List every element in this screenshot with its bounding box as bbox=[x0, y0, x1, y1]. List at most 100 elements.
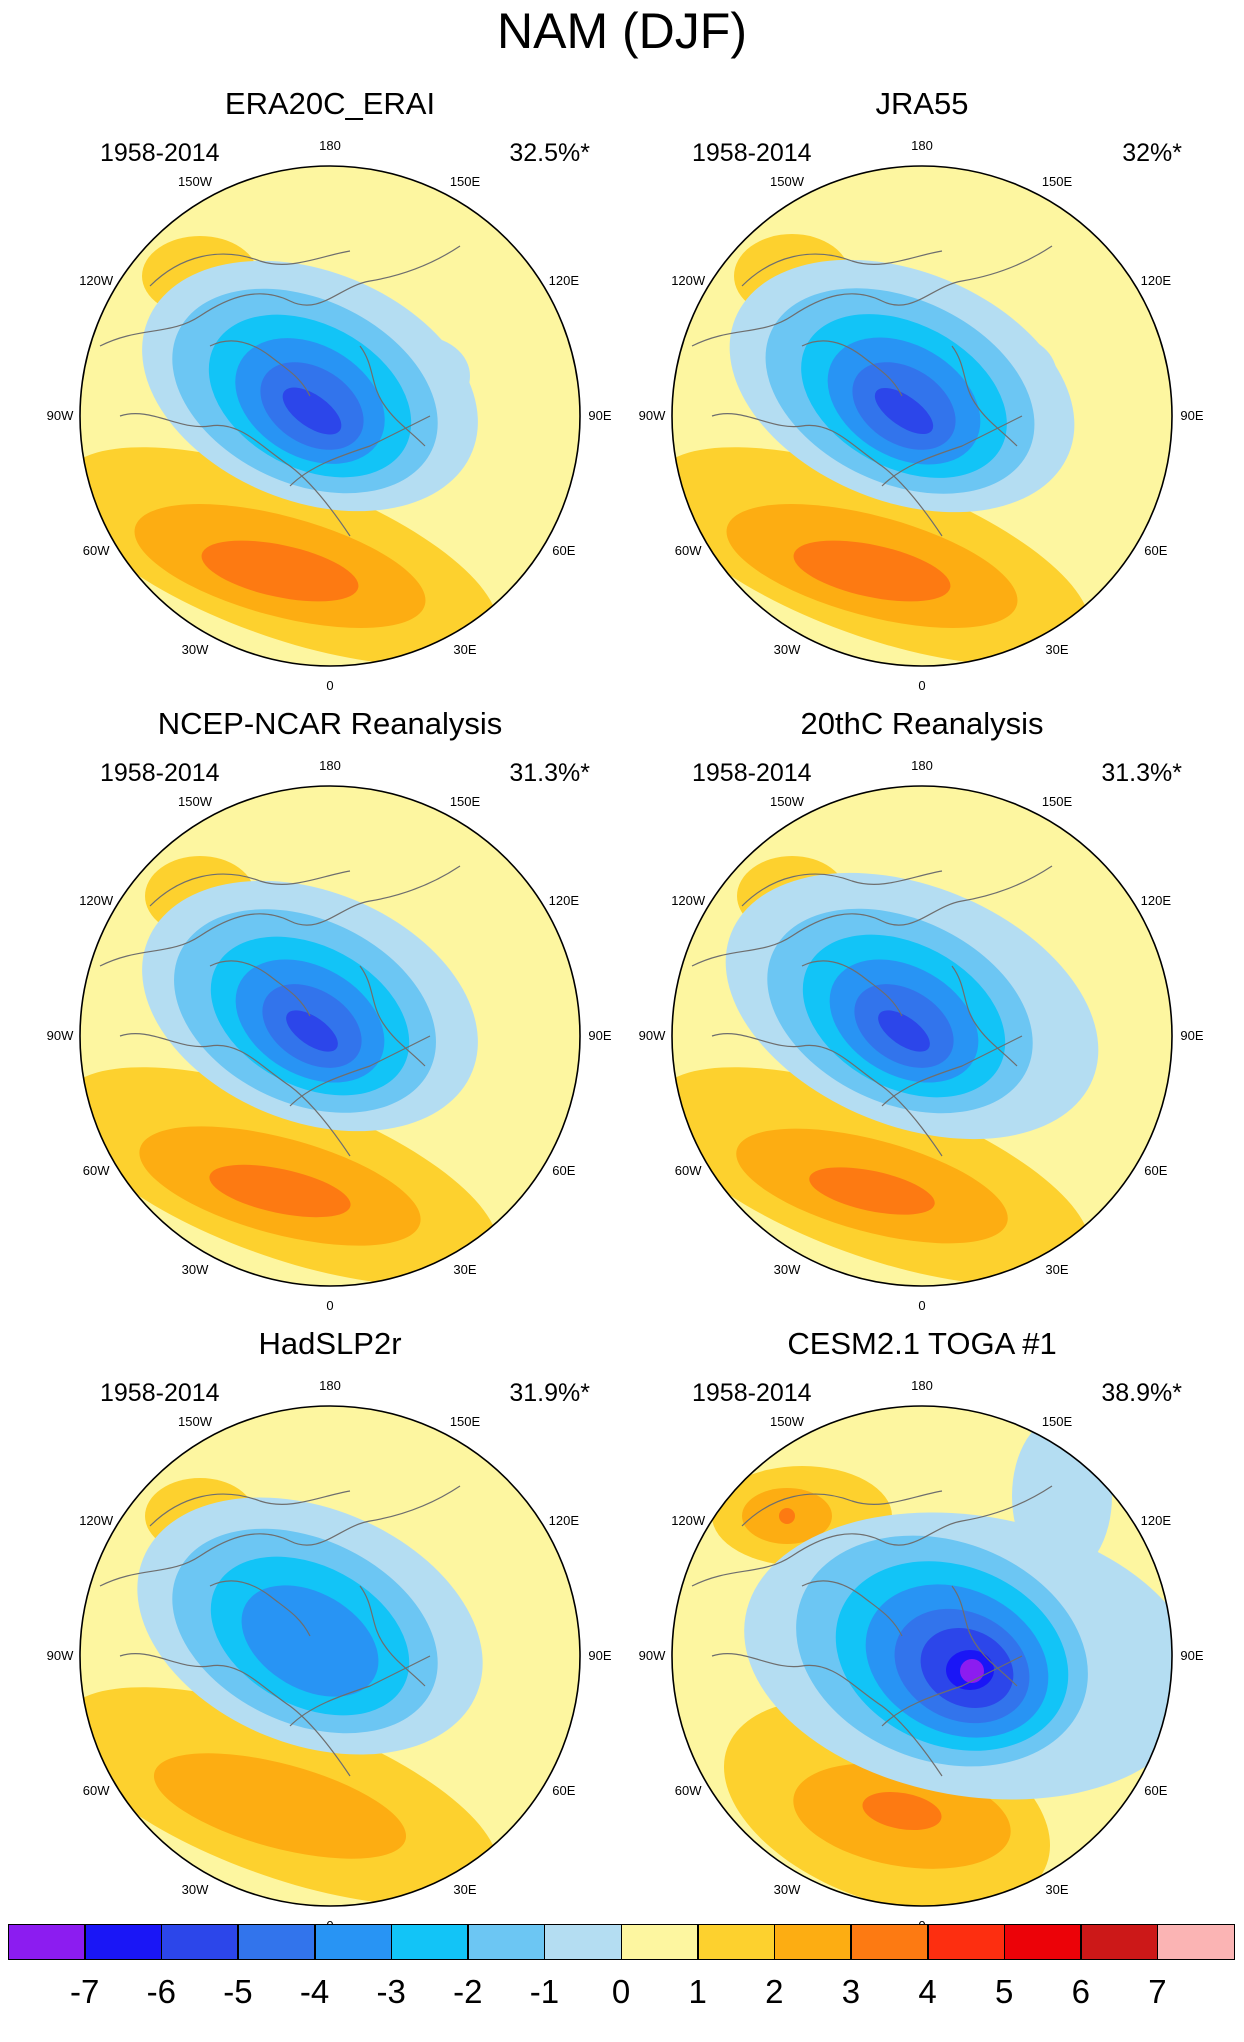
longitude-label: 150W bbox=[178, 794, 212, 810]
longitude-label: 30E bbox=[1045, 1881, 1069, 1897]
colorbar-segment bbox=[1080, 1924, 1158, 1960]
coastline bbox=[119, 1653, 351, 1777]
longitude-label: 90W bbox=[638, 408, 666, 423]
longitude-label: 150E bbox=[449, 1414, 481, 1430]
coastline bbox=[149, 1490, 351, 1527]
longitude-label: 120W bbox=[671, 1513, 706, 1528]
longitude-label: 30W bbox=[181, 641, 209, 657]
contour-fill bbox=[1012, 1416, 1112, 1576]
colorbar-label: 3 bbox=[841, 1973, 861, 2010]
contour-fill bbox=[201, 540, 359, 602]
longitude-label: 90W bbox=[638, 1028, 666, 1043]
colorbar-label: -7 bbox=[69, 1973, 100, 2010]
panel-period: 1958-2014 bbox=[100, 139, 220, 167]
figure-title: NAM (DJF) bbox=[497, 3, 747, 59]
contour-fill bbox=[286, 1010, 338, 1052]
colorbar-segment bbox=[314, 1924, 392, 1960]
contour-fill bbox=[878, 1010, 930, 1052]
panel-period: 1958-2014 bbox=[692, 1379, 812, 1407]
contour-fill bbox=[282, 387, 342, 435]
panel-title: CESM2.1 TOGA #1 bbox=[787, 1326, 1057, 1361]
coastline bbox=[289, 1035, 431, 1107]
coastline bbox=[741, 250, 943, 287]
longitude-label: 120E bbox=[548, 893, 579, 908]
map-panel-era20c: ERA20C_ERAI 1958-2014 32.5%* 180 150E 120E… bbox=[30, 86, 630, 693]
panel-title: JRA55 bbox=[875, 86, 969, 121]
colorbar-segment bbox=[84, 1924, 162, 1960]
map-boundary bbox=[671, 165, 1173, 667]
longitude-label: 90E bbox=[588, 1028, 612, 1043]
coastline bbox=[289, 415, 431, 487]
longitude-label: 180 bbox=[319, 758, 341, 773]
contour-fill bbox=[153, 1753, 407, 1859]
coastline bbox=[711, 413, 943, 537]
panel-variance: 32.5%* bbox=[509, 139, 590, 167]
panel-period: 1958-2014 bbox=[100, 1379, 220, 1407]
panel-variance: 31.3%* bbox=[1101, 759, 1182, 787]
colorbar-label: 6 bbox=[1071, 1973, 1090, 2010]
longitude-label: 60E bbox=[1144, 1783, 1168, 1798]
coastline bbox=[99, 1485, 461, 1587]
colorbar-segment bbox=[621, 1924, 699, 1960]
longitude-label: 180 bbox=[911, 1378, 933, 1393]
longitude-label: 30E bbox=[453, 1261, 477, 1277]
coastline bbox=[99, 245, 461, 347]
coastline bbox=[741, 1490, 943, 1527]
coastline bbox=[801, 340, 903, 397]
coastline bbox=[881, 1655, 1023, 1727]
longitude-label: 90W bbox=[46, 408, 74, 423]
contour-fill bbox=[779, 1508, 795, 1524]
longitude-label: 90E bbox=[1180, 1028, 1204, 1043]
coastline bbox=[951, 965, 1018, 1067]
map-boundary bbox=[671, 1405, 1173, 1907]
colorbar-segment bbox=[8, 1924, 86, 1960]
longitude-label: 90E bbox=[1180, 1648, 1204, 1663]
colorbar bbox=[8, 1924, 1235, 1960]
coastline bbox=[951, 345, 1018, 447]
polar-map bbox=[671, 1405, 1173, 1907]
longitude-label: 60E bbox=[1144, 543, 1168, 558]
longitude-label: 60E bbox=[552, 543, 576, 558]
contour-fill bbox=[862, 1791, 942, 1831]
longitude-label: 60W bbox=[82, 543, 110, 558]
contour-fill bbox=[241, 1585, 379, 1697]
contour-fill bbox=[874, 387, 934, 435]
colorbar-segment bbox=[467, 1924, 545, 1960]
longitude-label: 150E bbox=[1041, 174, 1073, 190]
colorbar-label: 7 bbox=[1148, 1973, 1167, 2010]
coastline bbox=[359, 1585, 426, 1687]
colorbar-label: -1 bbox=[529, 1973, 560, 2010]
polar-map bbox=[79, 785, 581, 1287]
polar-map bbox=[671, 165, 1173, 667]
contour-fill bbox=[960, 1659, 984, 1683]
longitude-label: 150E bbox=[449, 174, 481, 190]
longitude-label: 90W bbox=[46, 1028, 74, 1043]
coastline bbox=[691, 1485, 1053, 1587]
coastline bbox=[359, 965, 426, 1067]
longitude-label: 0 bbox=[918, 678, 926, 693]
longitude-label: 30E bbox=[453, 641, 477, 657]
colorbar-label: -3 bbox=[376, 1973, 406, 2010]
colorbar-label: 2 bbox=[765, 1973, 784, 2010]
coastline bbox=[801, 1580, 903, 1637]
panel-title: 20thC Reanalysis bbox=[800, 706, 1044, 741]
panel-period: 1958-2014 bbox=[692, 139, 812, 167]
longitude-label: 0 bbox=[918, 1298, 926, 1313]
colorbar-segment bbox=[774, 1924, 852, 1960]
panel-title: ERA20C_ERAI bbox=[224, 86, 436, 121]
longitude-label: 180 bbox=[319, 138, 341, 153]
map-boundary bbox=[79, 785, 581, 1287]
longitude-label: 60E bbox=[552, 1783, 576, 1798]
longitude-label: 150E bbox=[449, 794, 481, 810]
coastline bbox=[881, 1035, 1023, 1107]
colorbar-segment bbox=[1157, 1924, 1235, 1960]
contour-fill bbox=[209, 1164, 351, 1218]
map-panel-jra55: JRA55 1958-2014 32%* 180 150E 120E 90E 60E 30… bbox=[622, 86, 1222, 693]
longitude-label: 150W bbox=[770, 1414, 804, 1430]
coastline bbox=[801, 960, 903, 1017]
colorbar-label: 5 bbox=[994, 1973, 1014, 2010]
colorbar-label: 0 bbox=[611, 1973, 631, 2010]
longitude-label: 30W bbox=[181, 1881, 209, 1897]
coastline bbox=[289, 1655, 431, 1727]
coastline bbox=[99, 865, 461, 967]
